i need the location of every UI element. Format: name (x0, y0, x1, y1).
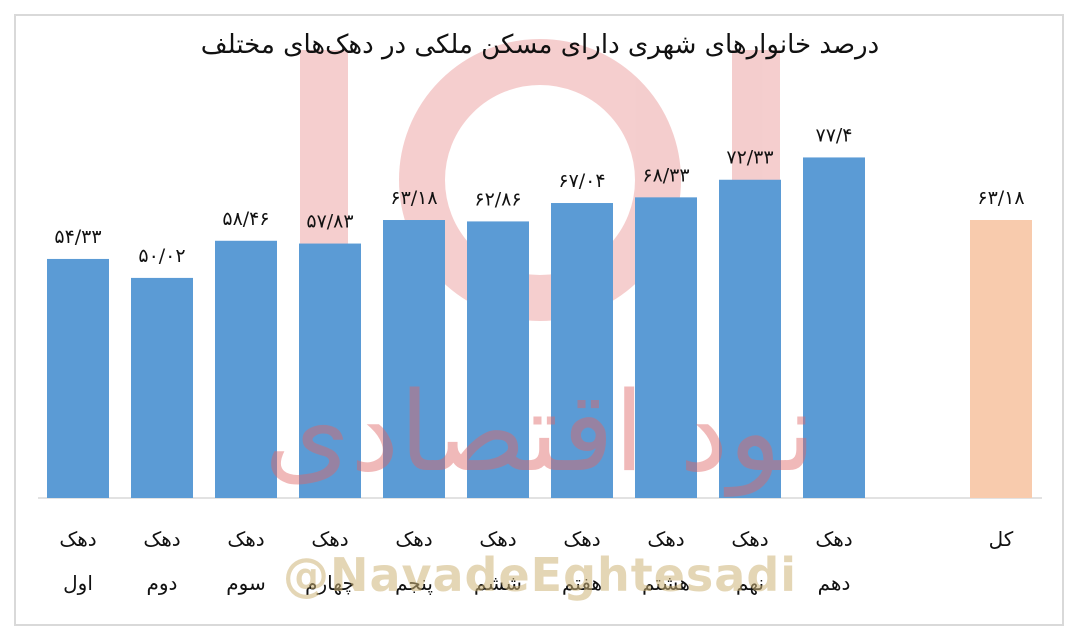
x-tick-label: هفتم (562, 571, 602, 595)
x-tick-label: دهک (731, 527, 768, 551)
x-tick-label: پنجم (395, 571, 433, 596)
x-tick-label: دهک (479, 527, 516, 551)
bar-decile-10 (803, 157, 865, 498)
x-tick-label: دهک (815, 527, 852, 551)
bar-decile-6 (467, 221, 529, 498)
x-tick-label: دهک (647, 527, 684, 551)
bar-total (970, 220, 1032, 498)
data-label: ۶۸/۳۳ (642, 164, 689, 186)
bar-decile-8 (635, 197, 697, 498)
data-label: ۶۷/۰۴ (558, 170, 605, 192)
data-label: ۷۷/۴ (815, 124, 852, 146)
x-tick-label: کل (989, 527, 1014, 551)
x-tick-label: چهارم (305, 571, 355, 595)
bar-decile-3 (215, 240, 277, 498)
bar-decile-2 (131, 277, 193, 498)
x-tick-label: ششم (474, 571, 522, 595)
x-tick-label: اول (63, 571, 93, 595)
bar-decile-9 (719, 179, 781, 499)
x-tick-label: دهک (227, 527, 264, 551)
data-label: ۷۲/۳۳ (726, 147, 773, 169)
watermark-logo (300, 39, 780, 321)
x-tick-label: هشتم (642, 571, 690, 595)
bar-decile-4 (299, 243, 361, 498)
x-tick-label: سوم (226, 571, 265, 595)
x-tick-label: دهک (143, 527, 180, 551)
x-tick-label: دوم (147, 571, 178, 595)
data-label: ۶۲/۸۶ (474, 188, 521, 210)
x-tick-label: دهک (395, 527, 432, 551)
x-tick-label: دهک (59, 527, 96, 551)
data-label: ۵۸/۴۶ (222, 208, 269, 230)
x-tick-label: نهم (736, 571, 764, 595)
chart-title: درصد خانوارهای شهری دارای مسکن ملکی در د… (200, 30, 880, 60)
data-label: ۵۰/۰۲ (138, 245, 185, 267)
data-label: ۵۷/۸۳ (306, 211, 353, 233)
data-label: ۵۴/۳۳ (54, 226, 101, 248)
x-tick-label: دهک (563, 527, 600, 551)
watermark-stroke-left (300, 50, 348, 270)
bar-decile-1 (47, 258, 109, 498)
watermark-ring (399, 39, 681, 321)
bar-decile-5 (383, 220, 445, 498)
data-label: ۶۳/۱۸ (977, 187, 1024, 209)
watermark-brand-text: نود اقتصادی (264, 368, 816, 497)
data-label: ۶۳/۱۸ (390, 187, 437, 209)
x-tick-label: دهم (818, 571, 851, 595)
bar-decile-7 (551, 203, 613, 499)
x-tick-label: دهک (311, 527, 348, 551)
